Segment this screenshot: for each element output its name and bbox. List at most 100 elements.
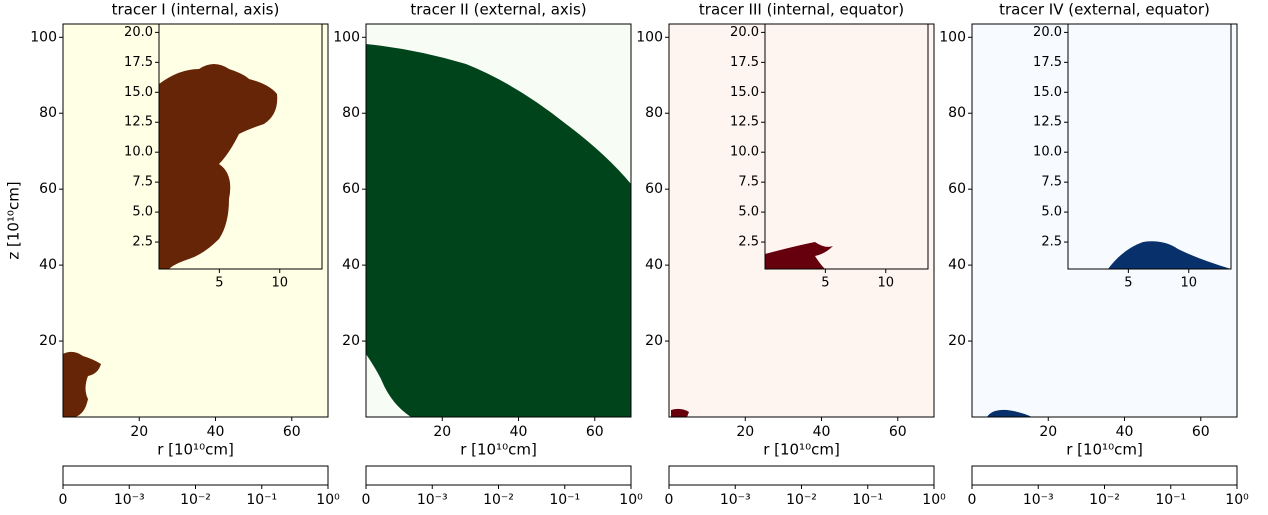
colorbar-tick-label: 10⁻¹ (1155, 492, 1186, 508)
y-tick-label: 80 (39, 105, 57, 121)
inset-x-tick-label: 5 (215, 276, 223, 291)
x-axis-label: r [10¹⁰cm] (460, 441, 537, 459)
colorbar-tick-label: 0 (59, 492, 68, 508)
axes-frame (365, 23, 632, 418)
y-tick-label: 100 (30, 29, 57, 45)
colorbar-tick-label: 10⁻² (786, 492, 817, 508)
y-tick-label: 40 (645, 257, 663, 273)
inset-y-tick-label: 5.0 (738, 205, 759, 220)
y-tick-label: 100 (333, 29, 360, 45)
colorbar-tick-label: 10⁰ (922, 492, 946, 508)
colorbar (365, 465, 632, 486)
inset-y-tick-label: 2.5 (1041, 235, 1062, 250)
colorbar-tick-label: 10⁻¹ (852, 492, 883, 508)
colorbar (971, 465, 1238, 486)
panel-title: tracer II (external, axis) (410, 1, 586, 19)
x-tick-label: 60 (889, 424, 907, 440)
x-tick-label: 20 (130, 424, 148, 440)
inset-y-tick-label: 5.0 (1041, 205, 1062, 220)
inset-y-tick-label: 10.0 (730, 145, 759, 160)
colorbar-tick-label: 10⁰ (1225, 492, 1249, 508)
inset-x-tick-label: 5 (821, 276, 829, 291)
y-tick-label: 60 (645, 181, 663, 197)
inset-y-tick-label: 20.0 (1033, 25, 1062, 40)
inset-y-tick-label: 15.0 (124, 85, 153, 100)
panel-title: tracer IV (external, equator) (999, 1, 1210, 19)
x-tick-label: 60 (283, 424, 301, 440)
colorbar-tick-label: 10⁻² (483, 492, 514, 508)
inset-background (1068, 24, 1231, 269)
inset-x-tick-label: 5 (1124, 276, 1132, 291)
inset-y-tick-label: 15.0 (1033, 85, 1062, 100)
x-tick-label: 20 (1039, 424, 1057, 440)
y-tick-label: 20 (948, 333, 966, 349)
inset-y-tick-label: 7.5 (738, 175, 759, 190)
colorbar-tick-label: 10⁻² (180, 492, 211, 508)
x-axis-label: r [10¹⁰cm] (1066, 441, 1143, 459)
inset-y-tick-label: 20.0 (124, 25, 153, 40)
y-tick-label: 60 (948, 181, 966, 197)
colorbar-tick-label: 10⁻³ (1023, 492, 1054, 508)
inset-y-tick-label: 12.5 (124, 115, 153, 130)
inset-frame (158, 23, 323, 270)
tracer-region (63, 351, 101, 417)
y-tick-label: 40 (948, 257, 966, 273)
inset-y-tick-label: 7.5 (132, 175, 153, 190)
inset-y-tick-label: 7.5 (1041, 175, 1062, 190)
inset-y-tick-label: 17.5 (1033, 55, 1062, 70)
y-tick-label: 40 (342, 257, 360, 273)
y-tick-label: 100 (636, 29, 663, 45)
colorbar-tick-label: 10⁰ (316, 492, 340, 508)
inset-y-tick-label: 10.0 (124, 145, 153, 160)
inset-frame (1067, 23, 1232, 270)
colorbar-tick-label: 10⁰ (619, 492, 643, 508)
tracer-region (366, 44, 631, 417)
inset-y-tick-label: 17.5 (124, 55, 153, 70)
colorbar-tick-label: 10⁻² (1089, 492, 1120, 508)
y-tick-label: 80 (948, 105, 966, 121)
colorbar-tick-label: 0 (665, 492, 674, 508)
inset-y-tick-label: 2.5 (738, 235, 759, 250)
colorbar-tick-label: 10⁻³ (114, 492, 145, 508)
panel-title: tracer I (internal, axis) (112, 1, 280, 19)
y-tick-label: 20 (342, 333, 360, 349)
tracer-region (671, 408, 689, 417)
x-tick-label: 20 (433, 424, 451, 440)
colorbar-tick-label: 10⁻³ (720, 492, 751, 508)
x-tick-label: 60 (1192, 424, 1210, 440)
y-tick-label: 100 (939, 29, 966, 45)
inset-tracer-region (765, 242, 833, 269)
inset-y-tick-label: 20.0 (730, 25, 759, 40)
x-axis-label: r [10¹⁰cm] (157, 441, 234, 459)
y-tick-label: 20 (39, 333, 57, 349)
inset-y-tick-label: 2.5 (132, 235, 153, 250)
y-tick-label: 20 (645, 333, 663, 349)
panel-title: tracer III (internal, equator) (699, 1, 904, 19)
tracer-region (987, 409, 1032, 417)
y-tick-label: 40 (39, 257, 57, 273)
inset-y-tick-label: 17.5 (730, 55, 759, 70)
inset-y-tick-label: 10.0 (1033, 145, 1062, 160)
inset-frame (764, 23, 929, 270)
x-tick-label: 40 (207, 424, 225, 440)
y-tick-label: 60 (342, 181, 360, 197)
inset-x-tick-label: 10 (1180, 276, 1197, 291)
colorbar (62, 465, 329, 486)
y-tick-label: 80 (645, 105, 663, 121)
x-tick-label: 60 (586, 424, 604, 440)
y-axis-label: z [10¹⁰cm] (5, 181, 23, 259)
x-axis-label: r [10¹⁰cm] (763, 441, 840, 459)
colorbar-tick-label: 0 (362, 492, 371, 508)
y-tick-label: 80 (342, 105, 360, 121)
x-tick-label: 40 (510, 424, 528, 440)
y-tick-label: 60 (39, 181, 57, 197)
x-tick-label: 20 (736, 424, 754, 440)
inset-tracer-region (1108, 241, 1231, 269)
colorbar-tick-label: 10⁻¹ (246, 492, 277, 508)
colorbar-tick-label: 10⁻³ (417, 492, 448, 508)
inset-background (765, 24, 928, 269)
colorbar-tick-label: 10⁻¹ (549, 492, 580, 508)
inset-y-tick-label: 5.0 (132, 205, 153, 220)
x-tick-label: 40 (1116, 424, 1134, 440)
